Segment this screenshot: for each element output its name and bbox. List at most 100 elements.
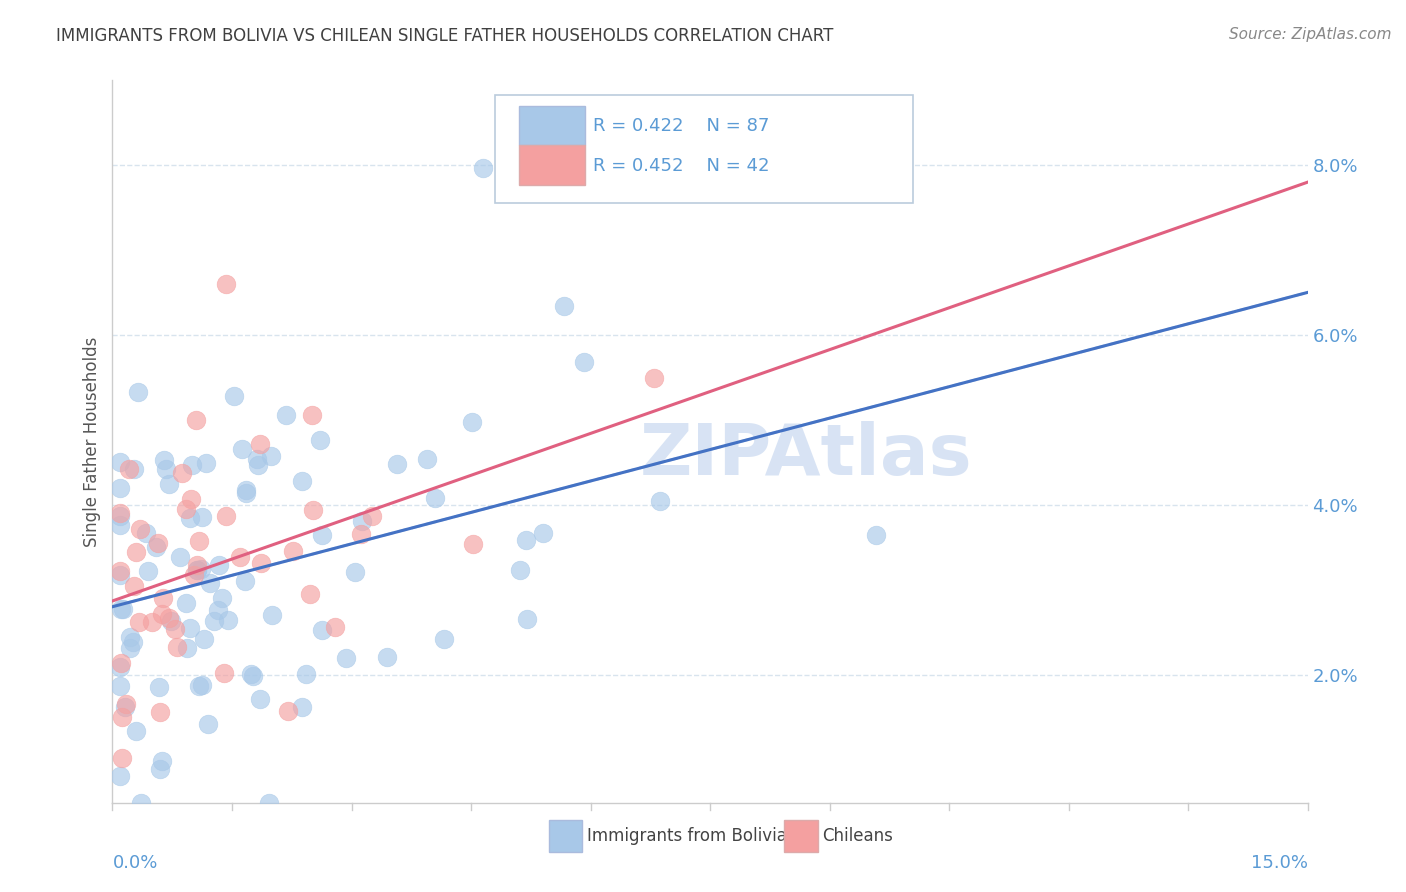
Point [298, 587, 321, 601]
Point [122, 635, 145, 649]
Text: Immigrants from Bolivia: Immigrants from Bolivia [586, 827, 787, 845]
Point [145, 541, 167, 555]
Point [169, 549, 191, 564]
Point [149, 705, 172, 719]
FancyBboxPatch shape [495, 95, 914, 203]
Point [553, 299, 575, 313]
Text: 15.0%: 15.0% [1250, 854, 1308, 871]
Text: Chileans: Chileans [823, 827, 893, 845]
Point [148, 680, 170, 694]
Point [276, 409, 298, 423]
Point [187, 679, 209, 693]
Point [141, 615, 163, 629]
Text: 0.0%: 0.0% [112, 854, 157, 871]
Point [335, 651, 357, 665]
Point [242, 669, 264, 683]
FancyBboxPatch shape [519, 145, 585, 185]
Point [183, 568, 205, 582]
Point [160, 614, 183, 628]
Point [186, 558, 208, 572]
Point [110, 506, 132, 520]
Point [214, 508, 236, 523]
Point [224, 389, 246, 403]
Point [240, 667, 263, 681]
Point [291, 475, 314, 489]
Point [174, 502, 197, 516]
Point [114, 697, 136, 711]
Point [110, 659, 132, 673]
Point [195, 456, 218, 470]
Point [260, 449, 283, 463]
Point [531, 525, 554, 540]
Point [110, 656, 132, 670]
Point [350, 526, 373, 541]
Point [249, 556, 271, 570]
Point [259, 796, 281, 810]
Point [190, 562, 212, 576]
Point [249, 692, 271, 706]
Point [110, 679, 132, 693]
Point [179, 511, 201, 525]
Point [191, 509, 214, 524]
Point [323, 620, 346, 634]
Point [509, 563, 531, 577]
Point [361, 509, 384, 524]
Point [385, 457, 408, 471]
Point [461, 415, 484, 429]
Point [233, 574, 256, 588]
Point [110, 601, 132, 615]
Point [176, 640, 198, 655]
Point [433, 632, 456, 646]
Point [152, 453, 174, 467]
Point [174, 596, 197, 610]
Point [150, 607, 173, 621]
Point [110, 568, 132, 582]
Point [163, 622, 186, 636]
Point [110, 481, 132, 495]
Point [148, 536, 170, 550]
Point [202, 614, 225, 628]
Point [425, 491, 447, 505]
Point [120, 640, 142, 655]
Text: ZIPAtlas: ZIPAtlas [640, 422, 972, 491]
Y-axis label: Single Father Households: Single Father Households [83, 336, 101, 547]
Point [277, 704, 299, 718]
Point [135, 525, 157, 540]
Point [111, 750, 134, 764]
Point [309, 433, 332, 447]
Point [157, 611, 180, 625]
Point [212, 665, 235, 680]
Point [110, 455, 132, 469]
Point [461, 537, 484, 551]
Point [301, 409, 323, 423]
Point [166, 640, 188, 654]
Point [122, 461, 145, 475]
Point [110, 769, 132, 783]
Point [112, 601, 135, 615]
Point [231, 442, 253, 456]
Point [197, 717, 219, 731]
Point [516, 612, 538, 626]
Point [246, 452, 269, 467]
Point [193, 632, 215, 646]
Point [217, 613, 239, 627]
Point [149, 762, 172, 776]
Point [111, 710, 134, 724]
Point [122, 579, 145, 593]
Point [172, 466, 194, 480]
Point [180, 491, 202, 506]
Point [150, 754, 173, 768]
Point [136, 564, 159, 578]
Point [190, 678, 212, 692]
Point [128, 615, 150, 629]
Point [416, 451, 439, 466]
Point [152, 591, 174, 605]
Point [186, 412, 208, 426]
Point [208, 558, 231, 573]
Point [127, 385, 149, 400]
Point [650, 493, 672, 508]
Point [249, 437, 271, 451]
Point [125, 723, 148, 738]
Point [262, 607, 284, 622]
Point [291, 699, 314, 714]
